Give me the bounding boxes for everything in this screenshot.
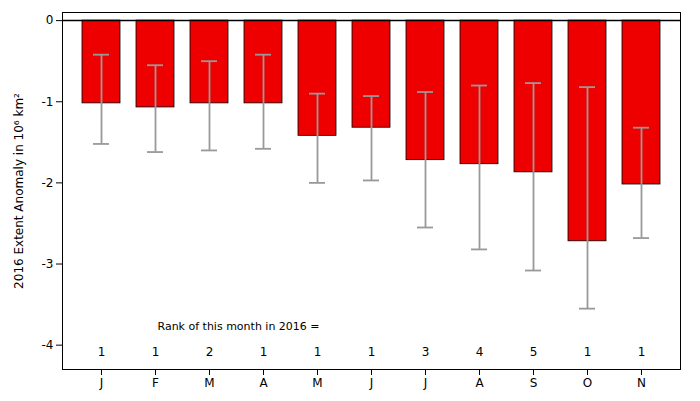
svg-text:S: S [530, 376, 538, 390]
svg-text:1: 1 [368, 345, 376, 359]
svg-text:J: J [99, 376, 104, 390]
svg-text:2: 2 [206, 345, 214, 359]
svg-text:J: J [369, 376, 374, 390]
svg-text:-3: -3 [42, 257, 54, 271]
svg-text:N: N [637, 376, 646, 390]
svg-text:A: A [259, 376, 268, 390]
svg-text:F: F [152, 376, 159, 390]
svg-text:1: 1 [98, 345, 106, 359]
svg-text:2016 Extent Anomaly in 10⁶ km²: 2016 Extent Anomaly in 10⁶ km² [12, 93, 26, 289]
svg-text:1: 1 [260, 345, 268, 359]
svg-text:1: 1 [152, 345, 160, 359]
svg-text:-4: -4 [42, 338, 54, 352]
svg-text:Rank of this month in 2016 =: Rank of this month in 2016 = [158, 320, 320, 333]
svg-text:-2: -2 [42, 176, 54, 190]
svg-text:0: 0 [46, 13, 54, 27]
svg-text:4: 4 [476, 345, 484, 359]
svg-text:3: 3 [422, 345, 430, 359]
svg-text:A: A [475, 376, 484, 390]
svg-text:-1: -1 [42, 95, 54, 109]
svg-text:1: 1 [638, 345, 646, 359]
svg-text:1: 1 [314, 345, 322, 359]
svg-text:J: J [423, 376, 428, 390]
svg-text:1: 1 [584, 345, 592, 359]
svg-text:O: O [583, 376, 592, 390]
svg-text:5: 5 [530, 345, 538, 359]
svg-text:M: M [312, 376, 322, 390]
svg-text:M: M [204, 376, 214, 390]
